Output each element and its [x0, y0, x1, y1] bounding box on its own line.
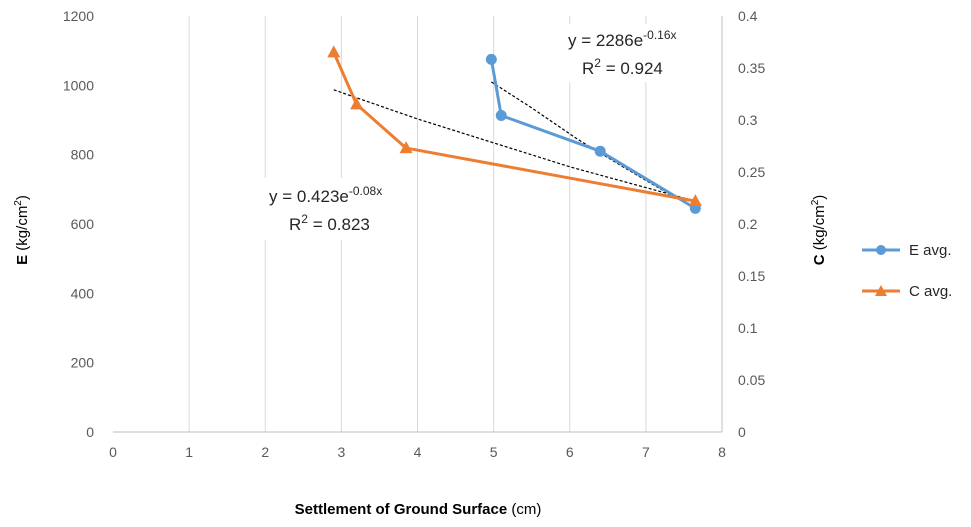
y-right-tick-label: 0.35: [738, 60, 765, 76]
y-left-tick-label: 1200: [63, 8, 94, 24]
y-left-tick-label: 0: [86, 424, 94, 440]
legend-e-marker: [876, 245, 886, 255]
x-tick-label: 2: [261, 444, 269, 460]
equation-c-text: y = 0.423e-0.08x: [269, 184, 382, 206]
y-left-tick-label: 600: [71, 216, 95, 232]
x-tick-label: 8: [718, 444, 726, 460]
y-left-tick-label: 800: [71, 147, 95, 163]
x-tick-label: 1: [185, 444, 193, 460]
y-left-tick-label: 400: [71, 285, 95, 301]
y-left-axis-title: E (kg/cm2): [13, 195, 31, 265]
x-axis-title: Settlement of Ground Surface (cm): [295, 501, 542, 518]
trendline-equation-c: y = 0.423e-0.08x R2 = 0.823: [263, 178, 403, 240]
legend-e-label: E avg.: [909, 242, 952, 259]
legend-item-e: E avg.: [862, 242, 952, 259]
r2-e-text: R2 = 0.924: [582, 56, 663, 78]
legend: E avg. C avg.: [862, 242, 952, 300]
r2-c-text: R2 = 0.823: [289, 212, 370, 234]
y-right-tick-label: 0.25: [738, 164, 765, 180]
y-right-tick-label: 0.1: [738, 320, 758, 336]
y-right-tick-label: 0.4: [738, 8, 758, 24]
x-tick-label: 0: [109, 444, 117, 460]
series-line-c: [332, 51, 696, 203]
data-point-c: [350, 97, 364, 110]
x-tick-label: 4: [414, 444, 422, 460]
y-right-axis-title: C (kg/cm2): [810, 195, 828, 266]
trendline-equation-e: y = 2286e-0.16x R2 = 0.924: [555, 24, 705, 82]
data-point-e: [495, 109, 507, 121]
y-right-tick-label: 0.15: [738, 268, 765, 284]
axes: [113, 16, 723, 433]
y-right-tick-label: 0.05: [738, 372, 765, 388]
data-point-e: [594, 145, 606, 157]
legend-c-label: C avg.: [909, 283, 952, 300]
y-left-tick-label: 200: [71, 355, 95, 371]
data-point-c: [688, 194, 702, 207]
x-tick-label: 7: [642, 444, 650, 460]
data-point-c: [327, 45, 341, 58]
data-point-e: [485, 53, 497, 65]
x-tick-label: 5: [490, 444, 498, 460]
y-right-tick-label: 0.2: [738, 216, 758, 232]
legend-item-c: C avg.: [862, 283, 952, 300]
y-right-tick-label: 0: [738, 424, 746, 440]
data-series: [327, 45, 702, 214]
equation-e-text: y = 2286e-0.16x: [568, 28, 677, 50]
x-tick-label: 3: [337, 444, 345, 460]
data-point-c: [399, 141, 413, 154]
legend-c-marker: [875, 285, 887, 296]
trendline-c: [333, 89, 696, 202]
series-line-e: [489, 59, 697, 210]
y-right-tick-label: 0.3: [738, 112, 758, 128]
tick-labels: 0 1 2 3 4 5 6 7 802004006008001000120000.050.10.…: [63, 8, 766, 460]
x-tick-label: 6: [566, 444, 574, 460]
y-left-tick-label: 1000: [63, 77, 94, 93]
